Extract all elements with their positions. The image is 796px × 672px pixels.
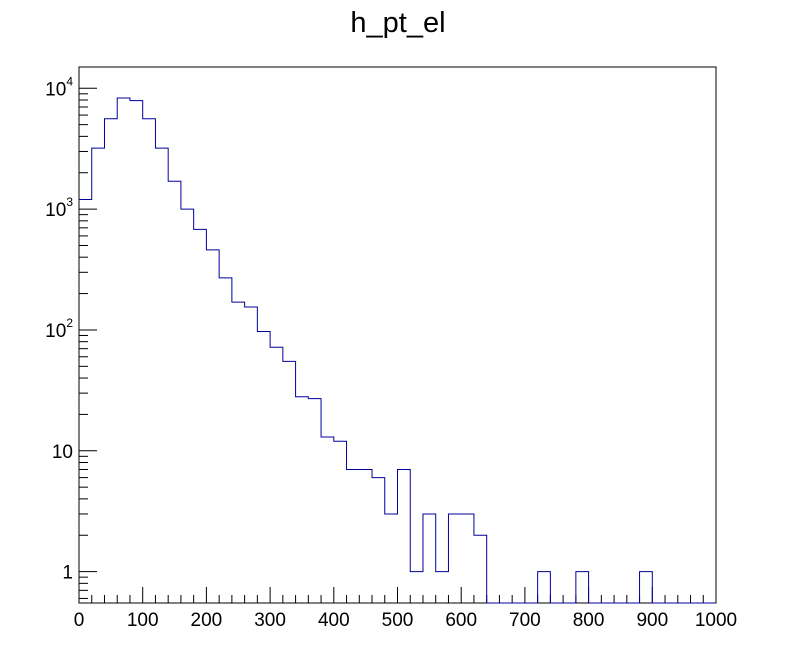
x-tick-label: 400 — [318, 610, 350, 631]
y-tick-label: 102 — [45, 316, 73, 342]
x-tick-label: 800 — [573, 610, 605, 631]
x-tick-label: 700 — [509, 610, 541, 631]
y-tick-label: 103 — [45, 195, 73, 221]
x-tick-label: 1000 — [695, 610, 737, 631]
x-tick-label: 100 — [127, 610, 159, 631]
x-tick-label: 200 — [191, 610, 223, 631]
y-tick-label: 10 — [52, 442, 73, 463]
histogram-series-line — [79, 97, 716, 604]
x-axis: 0 100 200 300 400 500 600 700 800 900 1000 — [74, 587, 737, 631]
x-tick-label: 0 — [74, 610, 85, 631]
y-axis: 1 10 102 103 104 — [45, 74, 97, 599]
x-tick-label: 900 — [636, 610, 668, 631]
chart-title: h_pt_el — [350, 7, 445, 39]
y-tick-label: 1 — [62, 563, 73, 584]
x-tick-label: 600 — [445, 610, 477, 631]
x-tick-label: 300 — [254, 610, 286, 631]
plot-frame — [78, 66, 717, 604]
x-tick-label: 500 — [382, 610, 414, 631]
y-tick-label: 104 — [45, 74, 73, 100]
